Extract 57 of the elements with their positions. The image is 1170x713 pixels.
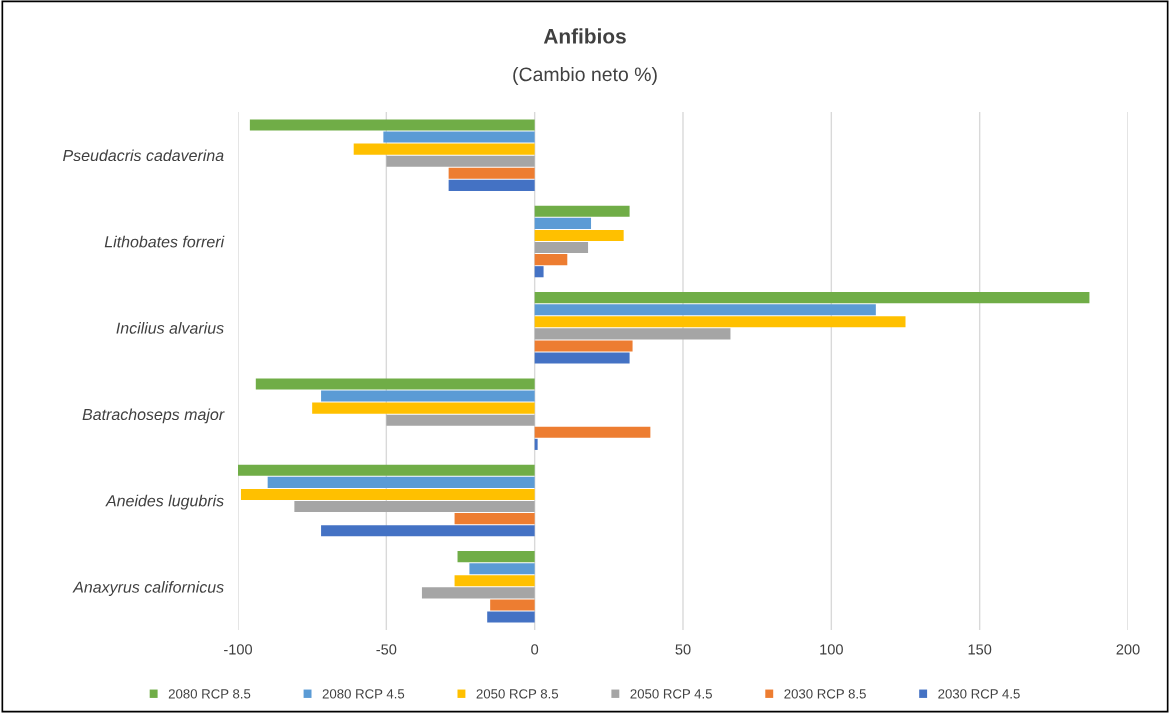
bar	[386, 414, 535, 426]
y-tick-label: Incilius alvarius	[116, 322, 224, 334]
bar	[534, 254, 568, 266]
x-tick-label: 0	[531, 644, 539, 655]
y-tick-label: Batrachoseps major	[82, 408, 225, 424]
bar	[353, 143, 535, 155]
bar	[454, 513, 535, 525]
bar	[454, 575, 535, 587]
bar	[534, 241, 589, 254]
bar	[534, 205, 630, 217]
bar	[255, 378, 535, 390]
bar	[457, 551, 535, 563]
y-tick-label: Aneides lugubris	[105, 494, 224, 510]
bar	[534, 217, 592, 229]
legend-label: 2030 RCP 4.5	[938, 689, 1020, 699]
bar	[534, 292, 1090, 304]
bar	[534, 352, 630, 364]
x-tick-label: 50	[675, 644, 691, 655]
x-tick-label: -100	[224, 644, 253, 655]
bar	[534, 438, 538, 450]
bar	[534, 304, 876, 316]
legend-label: 2080 RCP 4.5	[322, 689, 405, 699]
bar	[534, 328, 731, 340]
bar	[487, 611, 535, 623]
x-tick-label: -50	[376, 644, 397, 655]
bar	[321, 525, 535, 537]
bar	[534, 340, 633, 352]
x-tick-label: 200	[1116, 644, 1140, 655]
bar	[534, 316, 906, 328]
bar	[534, 426, 651, 438]
bar	[534, 266, 544, 278]
legend-label: 2080 RCP 8.5	[168, 689, 251, 699]
bar	[240, 488, 535, 501]
chart-title: Anfibios	[543, 28, 626, 44]
bar	[534, 229, 624, 242]
bar	[249, 119, 535, 131]
bar	[386, 155, 535, 167]
bar	[469, 563, 535, 575]
legend-label: 2050 RCP 4.5	[630, 689, 712, 699]
y-tick-label: Pseudacris cadaverina	[63, 149, 224, 162]
x-tick-label: 150	[968, 644, 992, 655]
bar	[448, 179, 535, 191]
bar	[294, 500, 535, 513]
bar	[448, 167, 535, 179]
bar	[321, 390, 535, 402]
chart-subtitle: (Cambio neto %)	[513, 66, 657, 86]
y-tick-label: Lithobates forreri	[104, 235, 225, 248]
y-tick-label: Anaxyrus californicus	[72, 581, 224, 596]
legend-label: 2030 RCP 8.5	[784, 689, 866, 699]
bar	[312, 402, 535, 414]
bar	[383, 131, 535, 143]
bar	[490, 599, 535, 611]
bar	[267, 476, 535, 488]
x-tick-label: 100	[820, 644, 843, 655]
bar	[238, 464, 535, 476]
legend-label: 2050 RCP 8.5	[476, 689, 559, 699]
bar	[421, 587, 535, 599]
